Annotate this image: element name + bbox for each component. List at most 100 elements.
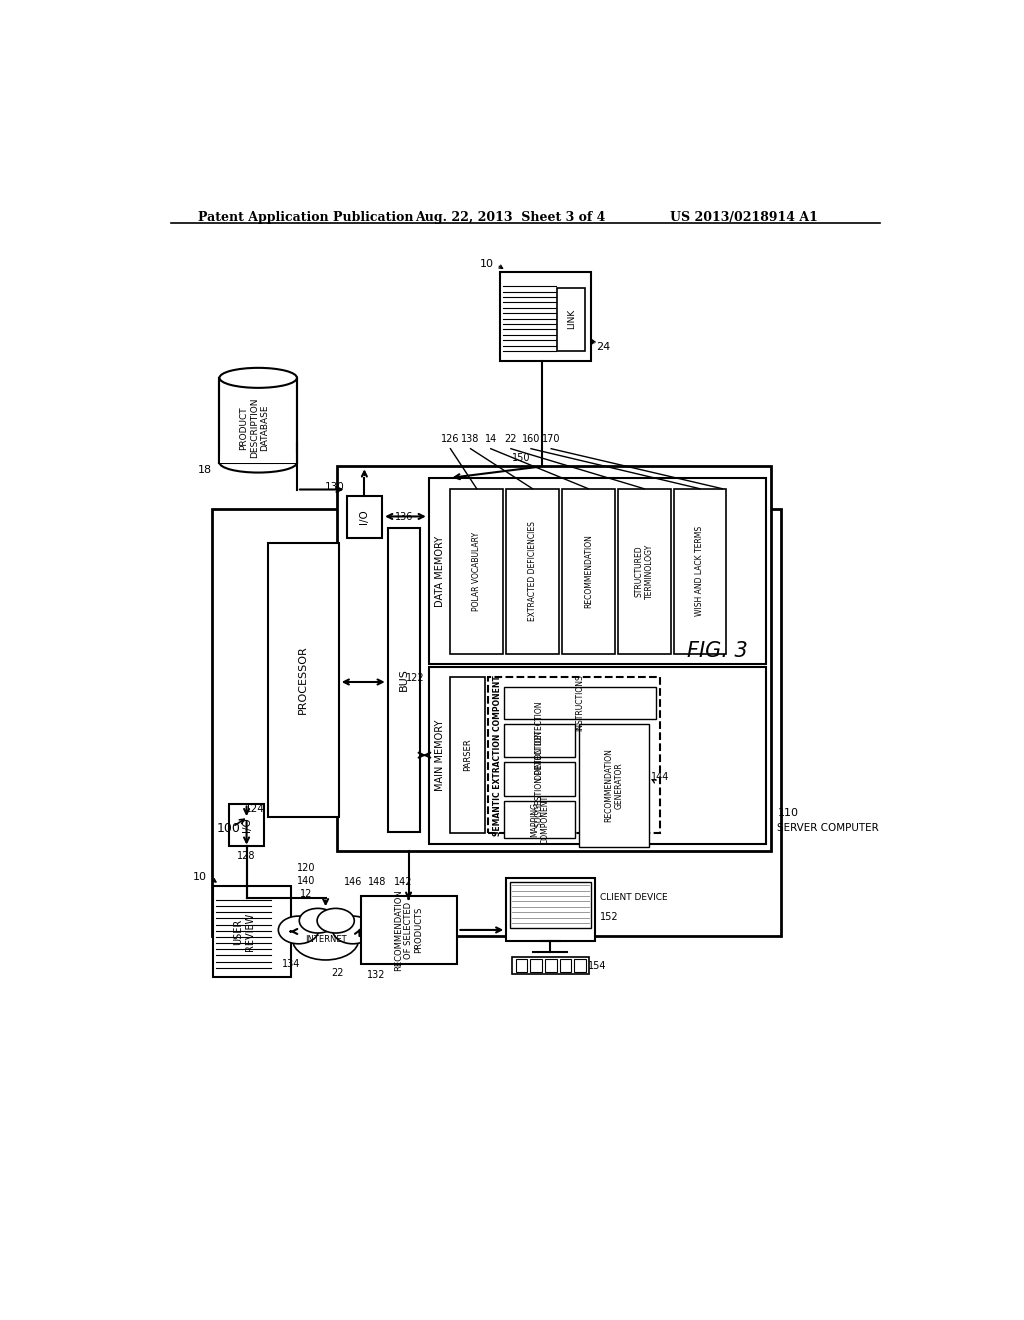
Text: USER
REVIEW: USER REVIEW	[233, 912, 255, 950]
Text: POLAR VOCABULARY: POLAR VOCABULARY	[472, 532, 481, 611]
Text: 128: 128	[238, 850, 256, 861]
Text: 150: 150	[512, 453, 530, 462]
Text: WISH AND LACK TERMS: WISH AND LACK TERMS	[695, 527, 705, 616]
Bar	[574, 960, 586, 972]
Text: CLIENT DEVICE: CLIENT DEVICE	[600, 894, 668, 902]
Bar	[504, 686, 655, 719]
Text: 154: 154	[588, 961, 606, 972]
Text: RECOMMENDATION
GENERATOR: RECOMMENDATION GENERATOR	[604, 748, 624, 822]
Bar	[219, 453, 297, 462]
Text: Aug. 22, 2013  Sheet 3 of 4: Aug. 22, 2013 Sheet 3 of 4	[415, 211, 605, 224]
Text: RECOMMENDATION: RECOMMENDATION	[584, 535, 593, 609]
Text: 136: 136	[394, 512, 413, 521]
Text: 142: 142	[394, 876, 413, 887]
Bar	[510, 882, 592, 928]
Bar	[212, 508, 781, 936]
Text: 130: 130	[325, 482, 344, 492]
Text: 124: 124	[246, 804, 265, 814]
Ellipse shape	[293, 920, 358, 960]
Text: PRODUCT
DESCRIPTION
DATABASE: PRODUCT DESCRIPTION DATABASE	[240, 397, 269, 458]
Bar	[515, 960, 527, 972]
Bar	[504, 762, 575, 796]
Text: SEMANTIC EXTRACTION COMPONENT: SEMANTIC EXTRACTION COMPONENT	[494, 675, 502, 836]
Bar	[500, 272, 592, 360]
Text: 110: 110	[777, 808, 799, 818]
Bar	[213, 886, 291, 977]
Ellipse shape	[317, 908, 354, 933]
Text: 122: 122	[407, 673, 425, 682]
Bar	[488, 677, 660, 833]
Text: 22: 22	[331, 968, 343, 978]
Text: 140: 140	[297, 875, 315, 886]
Text: I/O: I/O	[359, 510, 370, 524]
Bar	[557, 288, 586, 351]
Text: Patent Application Publication: Patent Application Publication	[198, 211, 414, 224]
Bar	[504, 800, 575, 838]
Text: 24: 24	[596, 342, 610, 352]
Text: SERVER COMPUTER: SERVER COMPUTER	[777, 824, 880, 833]
Text: I/O: I/O	[242, 817, 252, 832]
Bar	[562, 488, 614, 653]
Bar	[579, 723, 649, 847]
Text: RECOMMENDATION
OF SELECTED
PRODUCTS: RECOMMENDATION OF SELECTED PRODUCTS	[393, 890, 424, 970]
Bar	[506, 878, 595, 941]
Text: 138: 138	[462, 434, 479, 444]
Text: INTERNET: INTERNET	[305, 936, 346, 944]
Bar	[219, 378, 297, 462]
Text: MAIN MEMORY: MAIN MEMORY	[434, 719, 444, 791]
Bar	[617, 488, 671, 653]
Text: PROCESSOR: PROCESSOR	[298, 645, 308, 714]
Text: 120: 120	[297, 863, 315, 874]
Text: PARSER: PARSER	[463, 739, 472, 771]
Text: SUGGESTION DETECTION: SUGGESTION DETECTION	[535, 731, 544, 828]
Text: 160: 160	[522, 434, 541, 444]
Text: 170: 170	[542, 434, 560, 444]
Text: 10: 10	[480, 259, 494, 268]
Text: 100: 100	[217, 822, 241, 834]
Text: 10: 10	[194, 873, 207, 882]
Text: 126: 126	[441, 434, 460, 444]
Bar	[429, 478, 766, 664]
Text: 132: 132	[367, 970, 385, 979]
Text: INSTRUCTIONS: INSTRUCTIONS	[575, 675, 585, 731]
Text: 148: 148	[369, 876, 387, 887]
Bar	[388, 528, 420, 832]
Bar	[512, 957, 589, 974]
Text: BUS: BUS	[399, 668, 409, 692]
Text: 152: 152	[600, 912, 618, 921]
Ellipse shape	[279, 916, 318, 944]
Text: LINK: LINK	[567, 309, 575, 330]
Bar	[267, 544, 339, 817]
Bar	[451, 677, 484, 833]
Text: 18: 18	[198, 465, 212, 475]
Text: 134: 134	[282, 960, 300, 969]
Ellipse shape	[219, 453, 297, 473]
Ellipse shape	[333, 916, 373, 944]
Bar	[530, 960, 542, 972]
Text: EXTRACTED DEFICIENCIES: EXTRACTED DEFICIENCIES	[528, 521, 537, 620]
Bar	[504, 723, 575, 758]
Text: DATA MEMORY: DATA MEMORY	[434, 536, 444, 607]
Text: OPINION DETECTION: OPINION DETECTION	[535, 701, 544, 780]
Bar	[337, 466, 771, 851]
Text: 22: 22	[505, 434, 517, 444]
Bar	[346, 495, 382, 539]
Text: US 2013/0218914 A1: US 2013/0218914 A1	[671, 211, 818, 224]
Ellipse shape	[219, 368, 297, 388]
Text: STRUCTURED
TERMINOLOGY: STRUCTURED TERMINOLOGY	[635, 544, 654, 599]
Text: 146: 146	[344, 876, 361, 887]
Ellipse shape	[299, 908, 337, 933]
Bar	[506, 488, 559, 653]
Text: MAPPING
COMPONENT: MAPPING COMPONENT	[529, 795, 549, 843]
Text: FIG. 3: FIG. 3	[687, 642, 748, 661]
Bar	[545, 960, 557, 972]
Bar	[451, 488, 503, 653]
Bar	[360, 896, 458, 964]
Text: 14: 14	[484, 434, 497, 444]
Text: 144: 144	[651, 772, 670, 783]
Text: 12: 12	[300, 888, 312, 899]
Bar	[560, 960, 571, 972]
Bar	[228, 804, 264, 846]
Bar	[674, 488, 726, 653]
Bar	[429, 667, 766, 843]
